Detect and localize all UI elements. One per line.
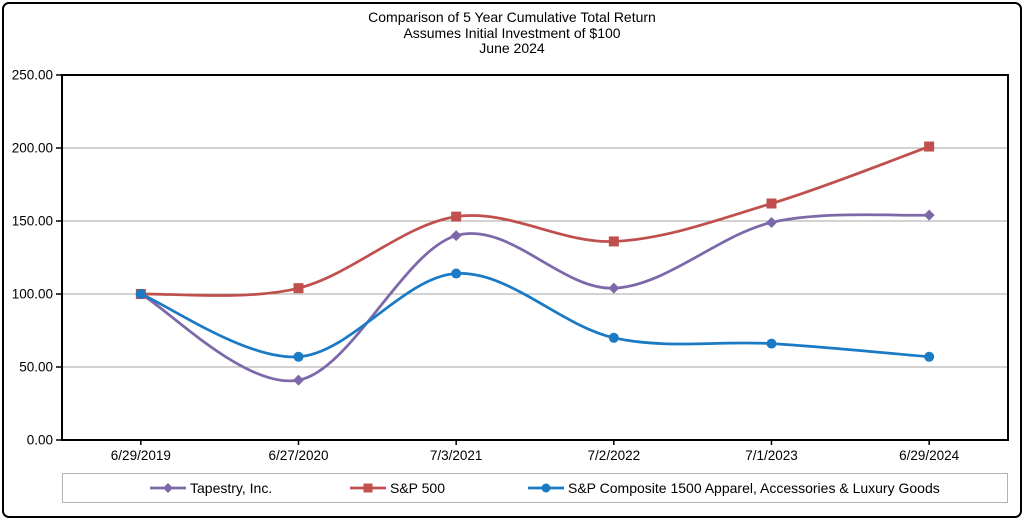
- data-point-marker: [451, 268, 462, 279]
- series-line-2: [139, 272, 931, 359]
- y-axis-label: 250.00: [12, 68, 53, 83]
- x-axis-label: 6/29/2019: [111, 448, 171, 463]
- data-point-marker: [608, 332, 619, 343]
- y-axis-label: 0.00: [27, 433, 53, 448]
- x-axis-label: 7/1/2023: [745, 448, 798, 463]
- legend-item-sp500: S&P 500: [349, 474, 445, 502]
- data-point-marker: [451, 211, 462, 222]
- y-axis-label: 50.00: [19, 360, 53, 375]
- legend-marker-square-icon: [350, 483, 386, 493]
- data-point-marker: [766, 198, 777, 209]
- legend-marker-diamond-icon: [150, 483, 186, 493]
- data-point-marker: [924, 141, 935, 152]
- legend-item-tapestry: Tapestry, Inc.: [149, 474, 272, 502]
- legend-item-sp1500-apparel: S&P Composite 1500 Apparel, Accessories …: [527, 474, 940, 502]
- data-point-marker: [924, 351, 935, 362]
- chart-legend: Tapestry, Inc. S&P 500 S&P Composite 150…: [62, 473, 1008, 503]
- data-point-marker: [363, 483, 373, 493]
- data-point-marker: [608, 236, 619, 247]
- series-line-1: [139, 145, 931, 297]
- data-point-marker: [135, 289, 146, 299]
- x-axis-label: 6/27/2020: [268, 448, 328, 463]
- x-axis-label: 6/29/2024: [899, 448, 960, 463]
- data-point-marker: [293, 283, 304, 294]
- series-line-0: [139, 213, 931, 383]
- plot-border: [61, 74, 1009, 441]
- data-point-marker: [766, 338, 777, 349]
- data-point-marker: [293, 374, 304, 386]
- chart-subtitle-date: June 2024: [479, 40, 545, 56]
- y-axis-label: 100.00: [12, 287, 53, 302]
- data-point-marker: [608, 282, 620, 294]
- y-axis-label: 150.00: [12, 214, 53, 229]
- data-point-marker: [541, 483, 551, 493]
- chart-title-block: Comparison of 5 Year Cumulative Total Re…: [0, 9, 1024, 57]
- legend-marker-circle-icon: [528, 483, 564, 493]
- y-axis-label: 200.00: [12, 141, 53, 156]
- data-point-marker: [293, 351, 304, 362]
- legend-label: S&P Composite 1500 Apparel, Accessories …: [568, 480, 940, 496]
- data-point-marker: [923, 209, 935, 221]
- chart-title: Comparison of 5 Year Cumulative Total Re…: [368, 9, 656, 25]
- legend-label: S&P 500: [390, 480, 446, 496]
- data-point-marker: [450, 230, 462, 242]
- legend-label: Tapestry, Inc.: [190, 480, 273, 496]
- data-point-marker: [766, 216, 777, 228]
- data-point-marker: [163, 483, 173, 493]
- chart-subtitle-investment: Assumes Initial Investment of $100: [403, 24, 621, 41]
- x-axis-label: 7/3/2021: [430, 448, 483, 463]
- x-axis-label: 7/2/2022: [588, 448, 641, 463]
